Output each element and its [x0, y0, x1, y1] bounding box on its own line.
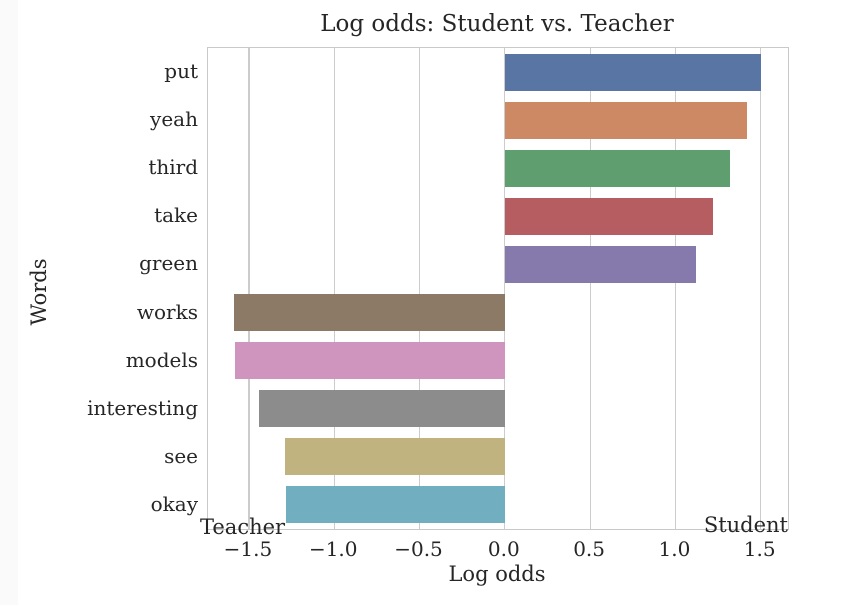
bar-works: [233, 294, 505, 332]
gridline: [760, 48, 762, 529]
y-tick-label-third: third: [148, 155, 198, 180]
bar-take: [504, 197, 713, 235]
chart-title: Log odds: Student vs. Teacher: [320, 11, 674, 37]
y-tick-label-interesting: interesting: [87, 395, 198, 420]
bar-see: [284, 438, 505, 476]
gridline: [418, 48, 421, 529]
bar-put: [504, 53, 761, 91]
annotation-student: Student: [703, 513, 788, 537]
bar-green: [504, 245, 696, 283]
bar-yeah: [504, 101, 748, 139]
gridline: [674, 48, 676, 529]
y-tick-label-green: green: [139, 251, 198, 276]
bar-okay: [286, 486, 505, 524]
y-tick-label-models: models: [125, 347, 198, 372]
gridline: [589, 48, 591, 529]
y-tick-label-put: put: [164, 59, 198, 84]
x-tick-label: 0.0: [487, 537, 520, 561]
x-tick-label: 1.0: [658, 537, 691, 561]
y-tick-label-take: take: [154, 203, 198, 228]
y-tick-label-okay: okay: [150, 491, 198, 516]
x-tick-label: −1.0: [308, 537, 358, 561]
gridline: [333, 48, 335, 529]
gridline: [248, 48, 250, 529]
gridline: [504, 48, 506, 529]
x-tick-label: −1.5: [223, 537, 273, 561]
y-tick-label-yeah: yeah: [150, 107, 198, 132]
x-tick-label: 0.5: [573, 537, 606, 561]
y-tick-label-works: works: [136, 299, 198, 324]
bar-interesting: [259, 390, 505, 428]
annotation-teacher: Teacher: [200, 515, 286, 539]
y-tick-label-see: see: [164, 443, 198, 468]
bar-models: [235, 342, 505, 380]
x-tick-label: 1.5: [743, 537, 776, 561]
bar-third: [504, 149, 730, 187]
x-tick-label: −0.5: [394, 537, 443, 561]
plot-area: Teacher Student: [200, 47, 789, 539]
x-axis-label: Log odds: [448, 562, 546, 586]
